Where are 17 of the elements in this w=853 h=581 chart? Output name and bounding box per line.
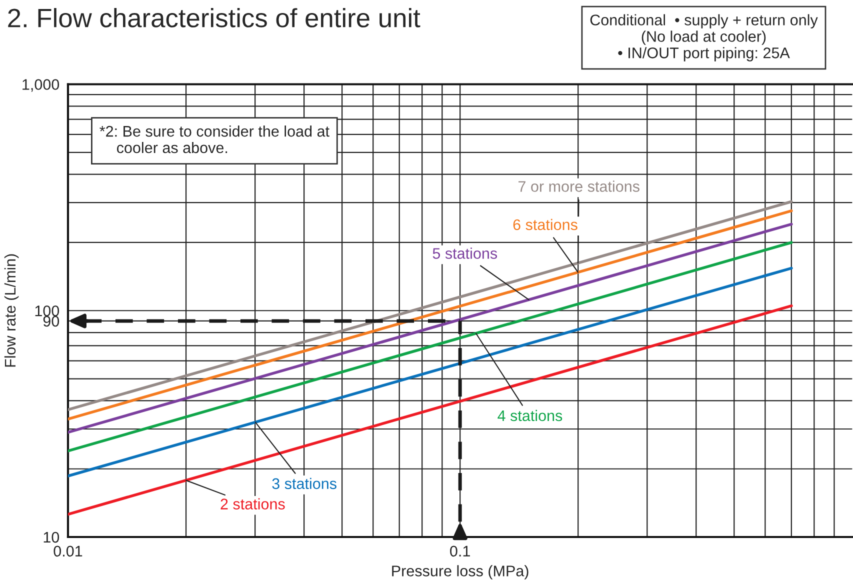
x-tick-label: 0.1 xyxy=(450,546,470,557)
series-label: 2 stations xyxy=(220,498,285,510)
x-axis-title: Pressure loss (MPa) xyxy=(392,565,528,580)
y-tick-label: 1,000 xyxy=(22,79,60,92)
chart-title: 2. Flow characteristics of entire unit xyxy=(8,8,420,28)
text: 6 stations xyxy=(513,218,578,230)
annotation: *2: Be sure to consider the load at cooler as above. xyxy=(100,125,330,154)
y-tick-label: 10 xyxy=(44,532,60,543)
y-tick-label: 90 xyxy=(43,316,60,327)
text: Conditional • supply + return only (No load at cooler) • IN/OUT port piping: 25A xyxy=(590,14,818,62)
text: 4 stations xyxy=(498,410,562,422)
y-tick-label: 100 xyxy=(35,306,60,316)
y-axis-title: Flow rate (L/min) xyxy=(4,254,19,367)
x-tick-label: 0.01 xyxy=(54,546,82,557)
text: 3 stations xyxy=(272,478,336,490)
text: 7 or more stations xyxy=(518,180,640,192)
text: 5 stations xyxy=(432,248,498,259)
